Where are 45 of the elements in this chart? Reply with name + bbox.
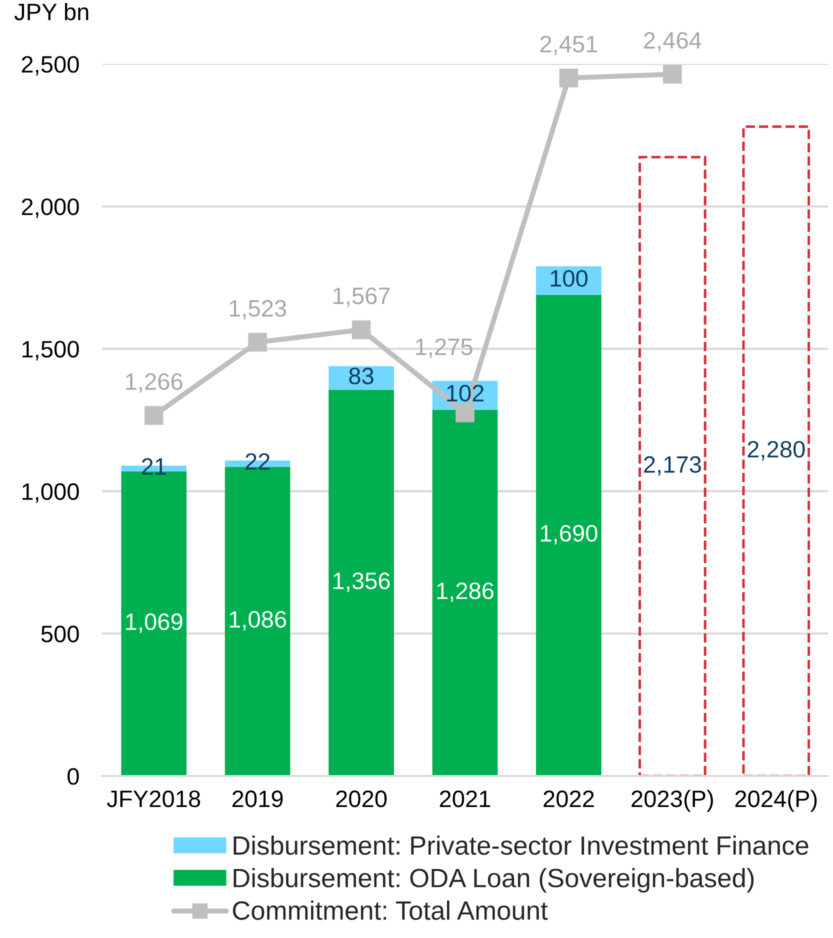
point (248, 332, 267, 352)
data-label: 100 (550, 270, 588, 287)
data-label: 2,280 (748, 440, 805, 460)
data-label: 1,690 (540, 524, 598, 544)
data-label: 2,451 (540, 36, 598, 56)
y-tick-label: 500 (41, 626, 79, 642)
x-tick-label: 2024(P) (735, 790, 817, 812)
data-label: 102 (447, 384, 484, 402)
y-axis-title: JPY bn (14, 2, 88, 20)
y-tick-label: 1,500 (22, 340, 79, 360)
legend-label: Disbursement: Private-sector Investment Finance (234, 836, 808, 855)
data-label: 2,464 (644, 32, 702, 52)
point (663, 64, 682, 84)
bar (328, 366, 394, 390)
point (456, 404, 474, 422)
legend-label: Commitment: Total Amount (232, 900, 548, 920)
point (559, 68, 578, 88)
bar (638, 156, 706, 776)
x-tick-label: 2019 (232, 790, 283, 808)
data-label: 2,173 (644, 456, 701, 476)
bar (432, 410, 498, 776)
x-tick-label: 2023(P) (632, 790, 713, 812)
x-tick-label: 2020 (336, 790, 387, 808)
data-label: 1,086 (230, 610, 286, 630)
x-tick-label: JFY2018 (106, 790, 200, 808)
bar (328, 390, 394, 776)
data-label: 83 (349, 368, 374, 384)
point (144, 406, 164, 425)
x-tick-label: 2021 (440, 790, 490, 808)
data-label: 1,567 (334, 288, 390, 308)
data-label: 1,286 (437, 582, 494, 602)
point (352, 320, 371, 340)
bar (742, 125, 810, 776)
data-label: 1,069 (126, 613, 182, 633)
data-label: 1,275 (416, 338, 472, 358)
data-label: 1,266 (126, 373, 182, 393)
x-tick-label: 2022 (544, 790, 594, 808)
y-tick-label: 2,500 (22, 56, 79, 76)
y-tick-label: 1,000 (22, 483, 79, 503)
legend-label: Disbursement: ODA Loan (Sovereign-based) (234, 868, 754, 893)
y-tick-label: 2,000 (22, 198, 79, 218)
y-tick-label: 0 (68, 768, 79, 785)
data-label: 1,356 (334, 572, 390, 592)
bar (536, 294, 602, 776)
data-label: 1,523 (230, 300, 286, 320)
